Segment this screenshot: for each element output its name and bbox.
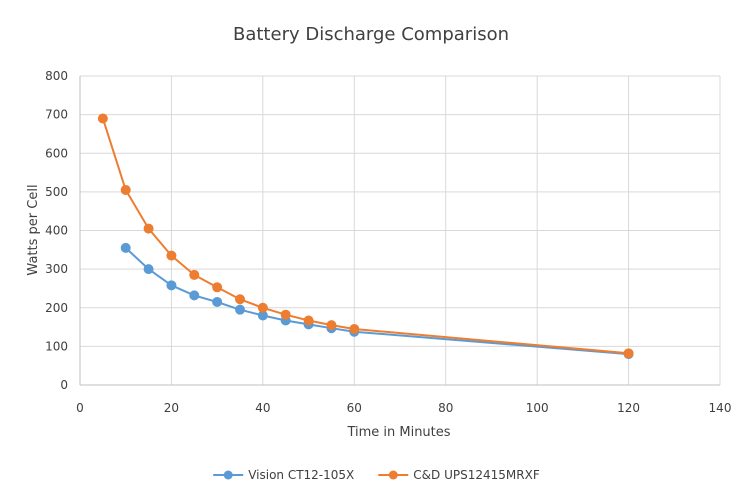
series-1 (120, 242, 634, 360)
legend-item: Vision CT12-105X (213, 468, 354, 482)
data-point (280, 309, 291, 320)
y-tick-label: 400 (45, 224, 68, 238)
series-2 (97, 113, 634, 359)
gridlines (80, 75, 721, 385)
legend: Vision CT12-105X C&D UPS12415MRXF (213, 468, 540, 482)
axes: 0 100 200 300 400 500 600 700 800 0 20 40 60 80 100 120… (45, 69, 731, 415)
data-point (212, 296, 223, 307)
data-point (189, 290, 200, 301)
x-tick-label: 100 (526, 401, 549, 415)
data-point (166, 280, 177, 291)
x-tick-label: 120 (617, 401, 640, 415)
y-tick-label: 300 (45, 262, 68, 276)
y-tick-label: 100 (45, 339, 68, 353)
series-lines (97, 113, 634, 360)
y-tick-label: 700 (45, 108, 68, 122)
legend-swatch-marker (388, 470, 398, 480)
data-point (235, 304, 245, 315)
data-point (120, 184, 131, 195)
data-point (212, 282, 223, 293)
y-tick-label: 800 (45, 69, 68, 83)
x-tick-label: 20 (164, 401, 179, 415)
y-tick-label: 200 (45, 301, 68, 315)
data-point (623, 348, 634, 359)
data-point (349, 323, 360, 334)
legend-item: C&D UPS12415MRXF (378, 468, 540, 482)
legend-label: C&D UPS12415MRXF (413, 468, 540, 482)
data-point (120, 242, 131, 253)
x-tick-label: 140 (709, 401, 732, 415)
y-tick-label: 500 (45, 185, 68, 199)
x-tick-label: 80 (438, 401, 453, 415)
x-tick-label: 60 (347, 401, 362, 415)
data-point (189, 269, 200, 280)
x-tick-label: 40 (255, 401, 270, 415)
chart-title: Battery Discharge Comparison (233, 24, 509, 45)
data-point (143, 264, 154, 275)
y-tick-label: 600 (45, 146, 68, 160)
y-tick-label: 0 (60, 378, 68, 392)
legend-swatch-marker (223, 470, 233, 480)
legend-label: Vision CT12-105X (248, 468, 354, 482)
data-point (143, 223, 154, 234)
y-axis-title: Watts per Cell (26, 184, 41, 275)
data-point (97, 113, 108, 124)
x-axis-title: Time in Minutes (346, 425, 450, 440)
data-point (257, 302, 268, 313)
series-line (125, 247, 629, 356)
data-point (326, 320, 337, 331)
x-tick-label: 0 (76, 401, 84, 415)
data-point (235, 294, 245, 305)
data-point (166, 250, 177, 261)
data-point (303, 315, 314, 326)
